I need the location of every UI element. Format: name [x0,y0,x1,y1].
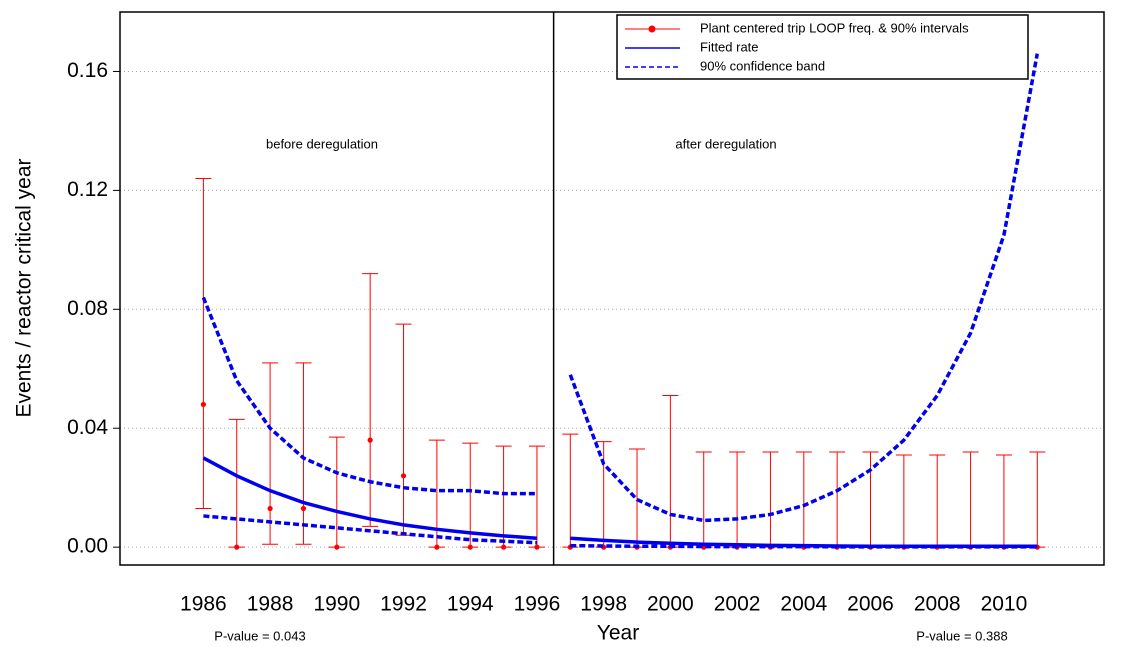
legend-label: Fitted rate [700,39,759,54]
point [300,505,307,512]
x-tick-label: 2008 [914,593,961,616]
point [434,544,440,550]
y-tick-label: 0.12 [67,178,108,201]
x-tick-label: 2004 [780,593,827,616]
band-upper [201,296,537,496]
p-value: P-value = 0.388 [916,628,1007,643]
x-tick-label: 1994 [447,593,494,616]
x-tick-label: 2002 [714,593,761,616]
y-tick-label: 0.08 [67,297,108,320]
x-tick-label: 2006 [847,593,894,616]
x-tick-label: 1992 [380,593,427,616]
x-tick-label: 1996 [514,593,561,616]
point [400,473,407,479]
y-tick-label: 0.04 [67,416,108,439]
legend-label: 90% confidence band [700,58,825,73]
point [534,544,540,550]
x-tick-label: 1986 [180,593,227,616]
period-label: before deregulation [266,136,378,151]
point [234,544,240,550]
legend-label: Plant centered trip LOOP freq. & 90% int… [700,20,969,35]
p-value: P-value = 0.043 [214,628,305,643]
x-axis-label: Year [597,622,639,645]
x-tick-label: 2000 [647,593,694,616]
plot-frame [119,11,1105,566]
x-tick-label: 2010 [981,593,1028,616]
point [200,401,206,408]
x-tick-label: 1998 [580,593,627,616]
y-tick-label: 0.16 [67,59,108,82]
x-tick-label: 1990 [313,593,360,616]
point [267,505,273,512]
legend-point [648,25,656,33]
band-lower [203,514,538,545]
x-tick-label: 1988 [247,593,294,616]
band-upper [568,53,1040,523]
point [334,544,340,550]
period-label: after deregulation [675,136,776,151]
legend-box [616,14,1029,80]
point [367,437,373,443]
fitted-rate [202,456,538,540]
y-axis-label: Events / reactor critical year [13,158,36,417]
point [500,544,507,550]
band-lower [570,543,1038,549]
point [467,544,473,550]
y-tick-label: 0.00 [67,535,108,558]
